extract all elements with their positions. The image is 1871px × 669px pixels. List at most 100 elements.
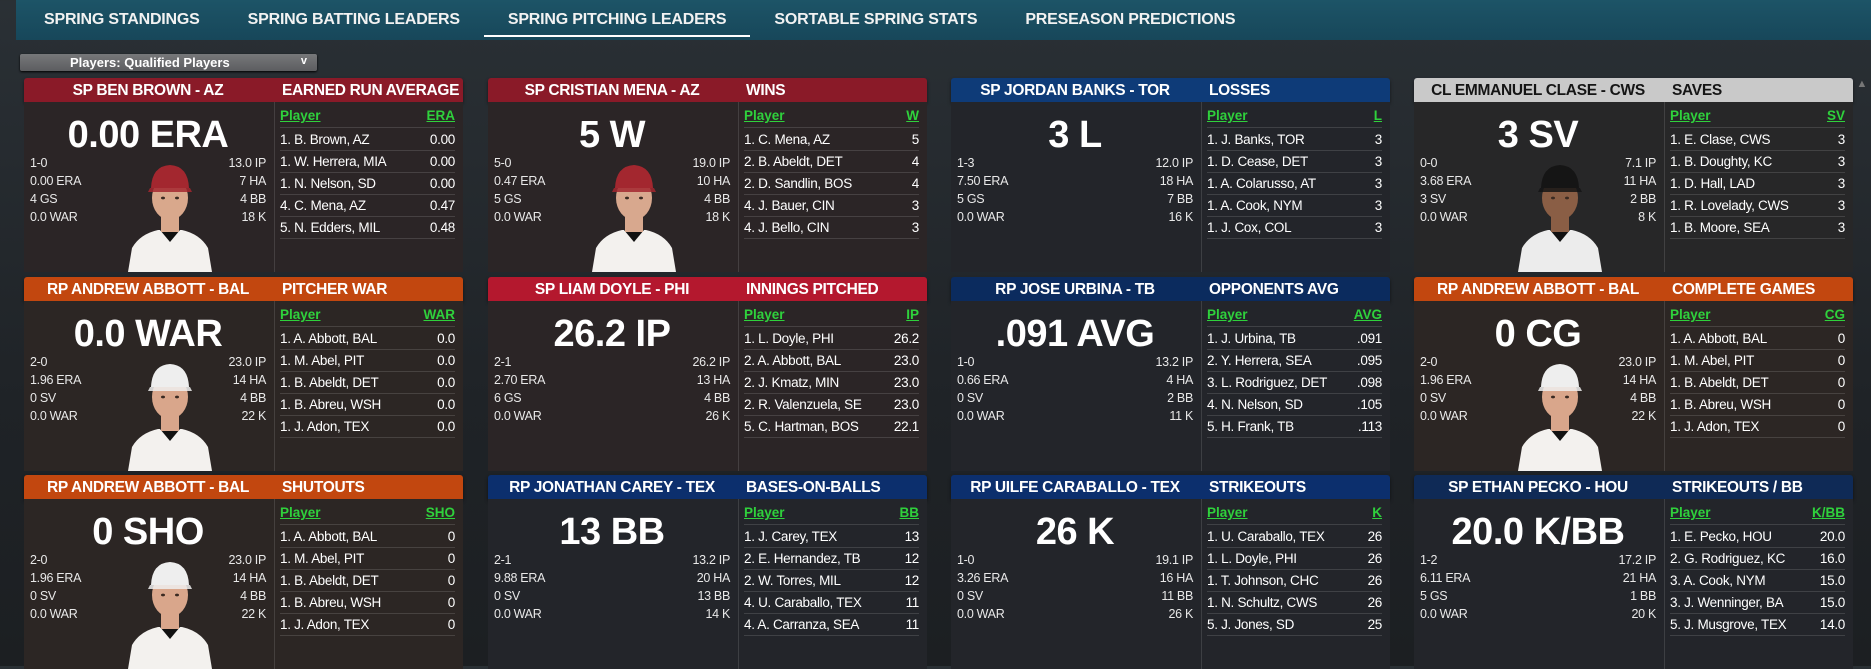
leaderboard-row[interactable]: 1. A. Colarusso, AT 3 (1207, 173, 1382, 195)
leaderboard-row[interactable]: 1. M. Abel, PIT 0.0 (280, 350, 455, 372)
leader-player-name[interactable]: RP ANDREW ABBOTT - BAL (1436, 281, 1640, 298)
leaderboard-row[interactable]: 1. J. Urbina, TB .091 (1207, 328, 1382, 350)
leader-player-name[interactable]: RP JOSE URBINA - TB (995, 281, 1155, 298)
sort-by-stat-header[interactable]: AVG (1353, 307, 1382, 322)
leader-player-name[interactable]: CL EMMANUEL CLASE - CWS (1431, 82, 1645, 99)
leaderboard-row[interactable]: 2. B. Abeldt, DET 4 (744, 151, 919, 173)
leaderboard-row[interactable]: 4. N. Nelson, SD .105 (1207, 394, 1382, 416)
leaderboard-row[interactable]: 2. A. Abbott, BAL 23.0 (744, 350, 919, 372)
leader-player-name[interactable]: SP LIAM DOYLE - PHI (534, 281, 690, 298)
leaderboard-row[interactable]: 5. J. Musgrove, TEX 14.0 (1670, 614, 1845, 636)
tab-spring-pitching-leaders[interactable]: SPRING PITCHING LEADERS (483, 11, 750, 37)
leaderboard-row[interactable]: 2. J. Kmatz, MIN 23.0 (744, 372, 919, 394)
scroll-up-arrow[interactable]: ▲ (1856, 78, 1868, 90)
leaderboard-row[interactable]: 1. U. Caraballo, TEX 26 (1207, 526, 1382, 548)
leaderboard-row[interactable]: 1. W. Herrera, MIA 0.00 (280, 151, 455, 173)
leaderboard-row[interactable]: 1. E. Pecko, HOU 20.0 (1670, 526, 1845, 548)
leaderboard-row[interactable]: 1. A. Abbott, BAL 0 (280, 526, 455, 548)
leaderboard-row[interactable]: 2. Y. Herrera, SEA .095 (1207, 350, 1382, 372)
sort-by-stat-header[interactable]: W (906, 108, 919, 123)
leader-player-name[interactable]: SP ETHAN PECKO - HOU (1448, 479, 1628, 496)
leader-player-name[interactable]: SP CRISTIAN MENA - AZ (524, 82, 700, 99)
leaderboard-row[interactable]: 2. G. Rodriguez, KC 16.0 (1670, 548, 1845, 570)
sort-by-stat-header[interactable]: K/BB (1812, 505, 1845, 520)
leaderboard-row[interactable]: 1. B. Abeldt, DET 0 (280, 570, 455, 592)
leaderboard-row[interactable]: 1. T. Johnson, CHC 26 (1207, 570, 1382, 592)
leaderboard-row[interactable]: 1. R. Lovelady, CWS 3 (1670, 195, 1845, 217)
sort-by-stat-header[interactable]: CG (1824, 307, 1845, 322)
leaderboard-row[interactable]: 4. U. Caraballo, TEX 11 (744, 592, 919, 614)
leaderboard-row[interactable]: 1. B. Moore, SEA 3 (1670, 217, 1845, 239)
leaderboard-row[interactable]: 1. B. Abeldt, DET 0.0 (280, 372, 455, 394)
leaderboard-row[interactable]: 1. B. Abreu, WSH 0.0 (280, 394, 455, 416)
tab-spring-standings[interactable]: SPRING STANDINGS (44, 11, 200, 28)
leaderboard-row[interactable]: 4. J. Bello, CIN 3 (744, 217, 919, 239)
sort-by-player-header[interactable]: Player (1207, 505, 1248, 520)
leaderboard-row[interactable]: 1. A. Abbott, BAL 0 (1670, 328, 1845, 350)
sort-by-stat-header[interactable]: L (1373, 108, 1382, 123)
leaderboard-row[interactable]: 1. A. Abbott, BAL 0.0 (280, 328, 455, 350)
leaderboard-row[interactable]: 1. A. Cook, NYM 3 (1207, 195, 1382, 217)
sort-by-stat-header[interactable]: ERA (426, 108, 455, 123)
leader-player-name[interactable]: RP ANDREW ABBOTT - BAL (46, 281, 250, 298)
sort-by-stat-header[interactable]: K (1372, 505, 1382, 520)
leader-player-name[interactable]: RP ANDREW ABBOTT - BAL (46, 479, 250, 496)
players-filter-dropdown[interactable]: Players: Qualified Players v (20, 54, 317, 71)
leaderboard-row[interactable]: 1. M. Abel, PIT 0 (280, 548, 455, 570)
leaderboard-row[interactable]: 1. L. Doyle, PHI 26 (1207, 548, 1382, 570)
leader-player-name[interactable]: SP JORDAN BANKS - TOR (980, 82, 1170, 99)
leaderboard-row[interactable]: 5. N. Edders, MIL 0.48 (280, 217, 455, 239)
leaderboard-row[interactable]: 1. J. Cox, COL 3 (1207, 217, 1382, 239)
sort-by-player-header[interactable]: Player (744, 108, 785, 123)
sort-by-player-header[interactable]: Player (1670, 108, 1711, 123)
sort-by-player-header[interactable]: Player (280, 307, 321, 322)
sort-by-stat-header[interactable]: BB (899, 505, 920, 520)
tab-sortable-spring-stats[interactable]: SORTABLE SPRING STATS (774, 11, 978, 28)
leader-player-name[interactable]: RP UILFE CARABALLO - TEX (970, 479, 1180, 496)
leaderboard-row[interactable]: 3. J. Wenninger, BA 15.0 (1670, 592, 1845, 614)
leaderboard-row[interactable]: 4. A. Carranza, SEA 11 (744, 614, 919, 636)
leaderboard-row[interactable]: 1. N. Schultz, CWS 26 (1207, 592, 1382, 614)
leaderboard-row[interactable]: 1. C. Mena, AZ 5 (744, 129, 919, 151)
leaderboard-row[interactable]: 5. C. Hartman, BOS 22.1 (744, 416, 919, 438)
leaderboard-row[interactable]: 1. N. Nelson, SD 0.00 (280, 173, 455, 195)
leaderboard-row[interactable]: 3. L. Rodriguez, DET .098 (1207, 372, 1382, 394)
leader-player-name[interactable]: SP BEN BROWN - AZ (72, 82, 224, 99)
leaderboard-row[interactable]: 1. D. Cease, DET 3 (1207, 151, 1382, 173)
sort-by-stat-header[interactable]: SV (1826, 108, 1845, 123)
sort-by-stat-header[interactable]: IP (906, 307, 919, 322)
leaderboard-row[interactable]: 2. E. Hernandez, TB 12 (744, 548, 919, 570)
leaderboard-row[interactable]: 1. D. Hall, LAD 3 (1670, 173, 1845, 195)
tab-spring-batting-leaders[interactable]: SPRING BATTING LEADERS (247, 11, 460, 28)
leaderboard-row[interactable]: 2. D. Sandlin, BOS 4 (744, 173, 919, 195)
leaderboard-row[interactable]: 1. B. Doughty, KC 3 (1670, 151, 1845, 173)
leaderboard-row[interactable]: 1. M. Abel, PIT 0 (1670, 350, 1845, 372)
leaderboard-row[interactable]: 1. B. Abreu, WSH 0 (1670, 394, 1845, 416)
leaderboard-row[interactable]: 3. A. Cook, NYM 15.0 (1670, 570, 1845, 592)
leaderboard-row[interactable]: 4. J. Bauer, CIN 3 (744, 195, 919, 217)
leaderboard-row[interactable]: 1. J. Adon, TEX 0.0 (280, 416, 455, 438)
sort-by-player-header[interactable]: Player (744, 307, 785, 322)
leaderboard-row[interactable]: 1. L. Doyle, PHI 26.2 (744, 328, 919, 350)
leaderboard-row[interactable]: 2. R. Valenzuela, SE 23.0 (744, 394, 919, 416)
leaderboard-row[interactable]: 2. W. Torres, MIL 12 (744, 570, 919, 592)
sort-by-player-header[interactable]: Player (280, 505, 321, 520)
leaderboard-row[interactable]: 1. B. Abeldt, DET 0 (1670, 372, 1845, 394)
leaderboard-row[interactable]: 5. J. Jones, SD 25 (1207, 614, 1382, 636)
leader-player-name[interactable]: RP JONATHAN CAREY - TEX (509, 479, 715, 496)
leaderboard-row[interactable]: 1. J. Carey, TEX 13 (744, 526, 919, 548)
sort-by-stat-header[interactable]: WAR (423, 307, 456, 322)
sort-by-player-header[interactable]: Player (744, 505, 785, 520)
leaderboard-row[interactable]: 1. J. Adon, TEX 0 (280, 614, 455, 636)
sort-by-stat-header[interactable]: SHO (425, 505, 455, 520)
sort-by-player-header[interactable]: Player (1670, 505, 1711, 520)
leaderboard-row[interactable]: 1. B. Abreu, WSH 0 (280, 592, 455, 614)
sort-by-player-header[interactable]: Player (1670, 307, 1711, 322)
leaderboard-row[interactable]: 1. E. Clase, CWS 3 (1670, 129, 1845, 151)
leaderboard-row[interactable]: 1. B. Brown, AZ 0.00 (280, 129, 455, 151)
tab-preseason-predictions[interactable]: PRESEASON PREDICTIONS (1025, 11, 1236, 28)
sort-by-player-header[interactable]: Player (1207, 307, 1248, 322)
sort-by-player-header[interactable]: Player (1207, 108, 1248, 123)
sort-by-player-header[interactable]: Player (280, 108, 321, 123)
leaderboard-row[interactable]: 1. J. Banks, TOR 3 (1207, 129, 1382, 151)
